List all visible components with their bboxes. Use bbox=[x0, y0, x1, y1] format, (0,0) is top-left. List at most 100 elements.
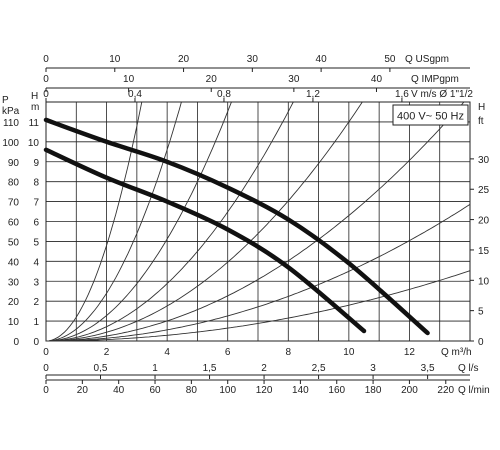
system-curve bbox=[45, 101, 143, 342]
left-axis-m-tick-label: 6 bbox=[33, 218, 39, 229]
left-axis-kpa-tick-label: 0 bbox=[13, 337, 19, 348]
top-axis-velocity-tick-label: 1,6 bbox=[395, 89, 409, 100]
left-axis-1-title-bottom: kPa bbox=[2, 106, 20, 117]
right-axis-title-top: H bbox=[478, 102, 485, 113]
top-axis-impgpm-tick-label: 40 bbox=[371, 74, 383, 85]
top-axis-usgpm-tick-label: 0 bbox=[43, 54, 49, 65]
left-axis-m-tick-label: 9 bbox=[33, 158, 39, 169]
bottom-axis-lmin-tick-label: 80 bbox=[186, 385, 198, 396]
left-axis-kpa-tick-label: 80 bbox=[8, 178, 20, 189]
left-axis-m-tick-label: 0 bbox=[33, 337, 39, 348]
right-axis-title-bottom: ft bbox=[478, 116, 484, 127]
x-tick-label: 2 bbox=[104, 347, 110, 358]
system-curve bbox=[46, 101, 363, 342]
bottom-axis-lmin-tick-label: 120 bbox=[256, 385, 273, 396]
x-tick-label: 10 bbox=[343, 347, 355, 358]
voltage-badge: 400 V~ 50 Hz bbox=[392, 104, 469, 126]
bottom-axis-lmin-tick-label: 100 bbox=[219, 385, 236, 396]
x-tick-label: 12 bbox=[404, 347, 416, 358]
bottom-axis-2-title: Q l/min bbox=[458, 385, 490, 396]
left-axis-m-tick-label: 10 bbox=[28, 138, 40, 149]
left-axis-kpa-tick-label: 30 bbox=[8, 277, 20, 288]
top-axis-velocity-tick-label: 0 bbox=[43, 89, 49, 100]
system-curve bbox=[46, 101, 465, 342]
left-axis-kpa-tick-label: 70 bbox=[8, 198, 20, 209]
bottom-axis-ls-tick-label: 1 bbox=[152, 363, 158, 374]
system-curve bbox=[46, 101, 294, 342]
right-axis-ft-tick-label: 0 bbox=[478, 337, 484, 348]
bottom-axis-lmin-tick-label: 140 bbox=[292, 385, 309, 396]
bottom-axis-ls-tick-label: 2,5 bbox=[312, 363, 326, 374]
system-curve bbox=[46, 204, 471, 342]
x-tick-label: 8 bbox=[286, 347, 292, 358]
right-axis-ft-tick-label: 25 bbox=[478, 185, 490, 196]
system-curve bbox=[45, 101, 232, 342]
right-axis-ft-tick-label: 20 bbox=[478, 216, 490, 227]
pump-curve-lower bbox=[43, 147, 367, 334]
top-axis-usgpm-tick-label: 30 bbox=[247, 54, 259, 65]
left-axis-2-title-bottom: m bbox=[31, 102, 39, 113]
left-axis-m-tick-label: 3 bbox=[33, 277, 39, 288]
bottom-axis-lmin-tick-label: 0 bbox=[43, 385, 49, 396]
bottom-axis-lmin-tick-label: 40 bbox=[113, 385, 125, 396]
bottom-axis-ls-tick-label: 2 bbox=[261, 363, 267, 374]
pump-curve-upper bbox=[43, 117, 430, 336]
left-axis-kpa-tick-label: 100 bbox=[2, 138, 19, 149]
top-axis-velocity-tick-label: 0,4 bbox=[128, 89, 142, 100]
left-axis-kpa-tick-label: 20 bbox=[8, 297, 20, 308]
voltage-badge-text: 400 V~ 50 Hz bbox=[397, 111, 464, 123]
plot-grid bbox=[45, 101, 471, 342]
system-curves bbox=[45, 101, 471, 342]
right-axis-ft-tick-label: 15 bbox=[478, 246, 490, 257]
system-curve bbox=[46, 270, 471, 342]
top-axis-impgpm-tick-label: 30 bbox=[288, 74, 300, 85]
top-axis-usgpm-tick-label: 10 bbox=[109, 54, 121, 65]
top-axis-2-title: Q IMPgpm bbox=[411, 74, 459, 85]
left-axis-kpa-tick-label: 40 bbox=[8, 257, 20, 268]
bottom-axis-lmin-tick-label: 180 bbox=[365, 385, 382, 396]
bottom-axis-ls-tick-label: 3 bbox=[370, 363, 376, 374]
bottom-axis-lmin-tick-label: 160 bbox=[328, 385, 345, 396]
top-axis-impgpm-tick-label: 10 bbox=[123, 74, 135, 85]
top-axis-usgpm-tick-label: 20 bbox=[178, 54, 190, 65]
top-axis-usgpm-tick-label: 40 bbox=[316, 54, 328, 65]
left-axis-m-tick-label: 5 bbox=[33, 237, 39, 248]
top-axis-velocity-tick-label: 0,8 bbox=[217, 89, 231, 100]
left-axis-m-tick-label: 2 bbox=[33, 297, 39, 308]
bottom-axis-lmin-tick-label: 60 bbox=[149, 385, 161, 396]
left-axis-kpa-tick-label: 60 bbox=[8, 218, 20, 229]
left-axis-kpa-tick-label: 10 bbox=[8, 317, 20, 328]
x-axis-title: Q m³/h bbox=[441, 347, 472, 358]
bottom-axis-1-title: Q l/s bbox=[458, 363, 479, 374]
system-curve bbox=[45, 101, 182, 342]
left-axis-m-tick-label: 8 bbox=[33, 178, 39, 189]
left-axis-2-title-top: H bbox=[31, 91, 38, 102]
left-axis-kpa-tick-label: 50 bbox=[8, 237, 20, 248]
left-axis-kpa-tick-label: 110 bbox=[3, 118, 19, 129]
bottom-axis-lmin-tick-label: 220 bbox=[437, 385, 454, 396]
top-axis-impgpm-tick-label: 0 bbox=[43, 74, 49, 85]
left-axis-m-tick-label: 4 bbox=[33, 257, 39, 268]
pump-curves bbox=[43, 117, 430, 336]
top-axis-impgpm-tick-label: 20 bbox=[206, 74, 218, 85]
left-axis-m-tick-label: 1 bbox=[33, 317, 39, 328]
bottom-axis-lmin-tick-label: 200 bbox=[401, 385, 418, 396]
x-tick-label: 6 bbox=[225, 347, 231, 358]
bottom-axis-ls-tick-label: 3,5 bbox=[421, 363, 435, 374]
bottom-axis-ls-tick-label: 1,5 bbox=[203, 363, 217, 374]
bottom-axis-ls-tick-label: 0 bbox=[43, 363, 49, 374]
top-axis-velocity-tick-label: 1,2 bbox=[306, 89, 320, 100]
axes: 0 2 4 6 8 10 120123456789101101020304050607080… bbox=[2, 54, 489, 396]
top-axis-3-title: V m/s Ø 1"1/2 bbox=[411, 89, 473, 100]
left-axis-m-tick-label: 7 bbox=[33, 198, 39, 209]
left-axis-1-title-top: P bbox=[2, 95, 9, 106]
left-axis-m-tick-label: 11 bbox=[29, 118, 40, 129]
top-axis-usgpm-tick-label: 50 bbox=[384, 54, 396, 65]
x-tick-label: 0 bbox=[43, 347, 49, 358]
right-axis-ft-tick-label: 10 bbox=[478, 276, 490, 287]
top-axis-1-title: Q USgpm bbox=[405, 54, 449, 65]
bottom-axis-ls-tick-label: 0,5 bbox=[94, 363, 108, 374]
bottom-axis-lmin-tick-label: 20 bbox=[77, 385, 89, 396]
right-axis-ft-tick-label: 5 bbox=[478, 307, 484, 318]
